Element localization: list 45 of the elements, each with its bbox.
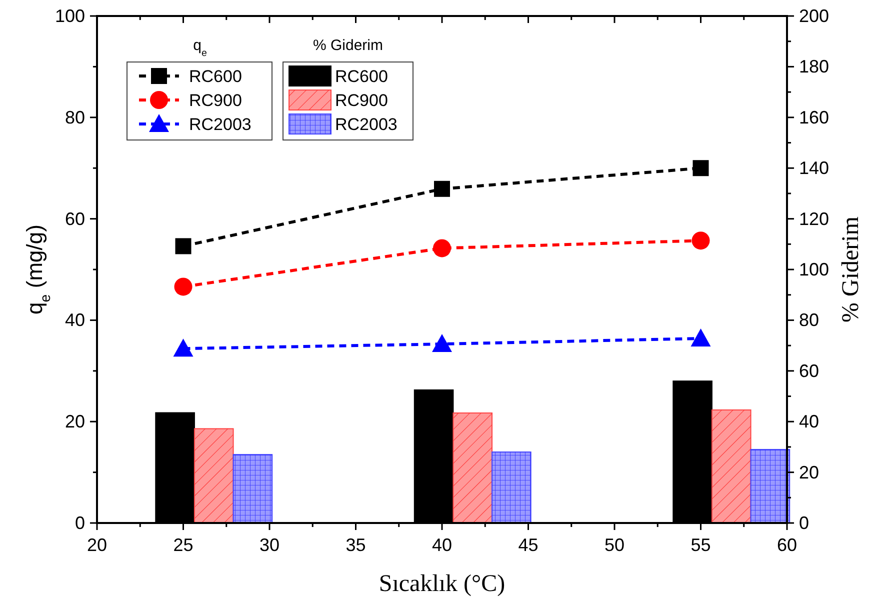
x-tick-label: 50 xyxy=(604,535,625,555)
x-tick-label: 20 xyxy=(86,535,108,555)
x-tick-label: 25 xyxy=(173,535,194,555)
x-axis-title: Sıcaklık (°C) xyxy=(378,571,506,597)
y2-tick-label: 160 xyxy=(799,107,830,128)
y2-tick-label: 100 xyxy=(799,260,830,280)
y2-tick-label: 120 xyxy=(799,208,830,229)
y2-tick-label: 40 xyxy=(799,412,820,432)
y2-axis-title: % Giderim xyxy=(838,216,864,322)
point xyxy=(692,232,710,250)
point xyxy=(175,238,192,254)
x-tick-label: 45 xyxy=(518,535,538,555)
legend-label: RC2003 xyxy=(189,115,252,134)
point xyxy=(173,338,194,357)
legend-label: RC900 xyxy=(189,91,242,110)
y2-tick-label: 180 xyxy=(799,56,830,77)
y2-tick-label: 20 xyxy=(799,462,820,482)
y-tick-label: 0 xyxy=(74,513,85,533)
point xyxy=(690,328,711,346)
y2-tick-label: 140 xyxy=(799,158,830,178)
text: q$_{e}$ xyxy=(193,37,207,58)
x-tick-label: 40 xyxy=(432,535,452,555)
point xyxy=(432,334,452,352)
legend-label: RC600 xyxy=(189,67,242,86)
x-tick-label: 30 xyxy=(259,535,280,555)
point xyxy=(692,160,709,176)
y2-tick-label: 60 xyxy=(799,360,820,381)
y-tick-label: 60 xyxy=(64,208,85,229)
x-tick-label: 55 xyxy=(690,535,711,555)
y2-tick-label: 0 xyxy=(799,513,810,533)
y-tick-label: 40 xyxy=(64,310,85,330)
y-tick-label: 20 xyxy=(64,412,85,432)
legend-label: RC600 xyxy=(335,67,388,86)
y2-tick-label: 80 xyxy=(799,310,820,330)
y-tick-label: 80 xyxy=(64,107,85,128)
point xyxy=(174,278,192,296)
y2-tick-label: 200 xyxy=(799,6,830,26)
point xyxy=(433,239,451,258)
legend-label: RC2003 xyxy=(335,115,398,134)
legend-label: RC900 xyxy=(335,91,388,110)
x-tick-label: 60 xyxy=(776,535,798,555)
x-tick-label: 35 xyxy=(346,535,366,555)
text: % Giderim xyxy=(312,37,384,54)
y-tick-label: 100 xyxy=(54,6,85,26)
point xyxy=(434,180,450,197)
